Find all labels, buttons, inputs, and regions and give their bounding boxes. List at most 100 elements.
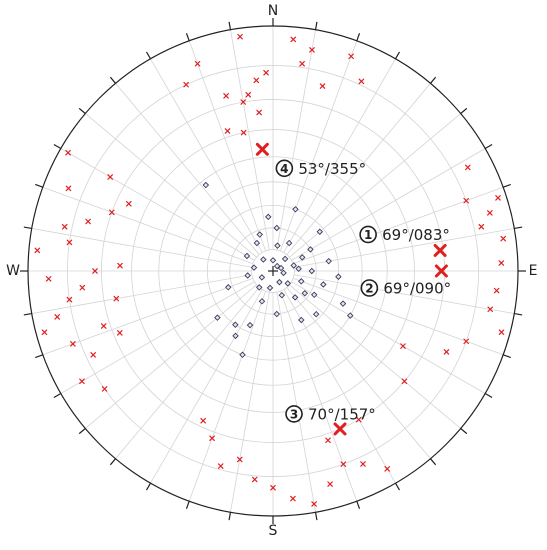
grid-line	[60, 148, 255, 261]
rim-tick	[503, 183, 511, 188]
pole-x	[487, 210, 493, 216]
pole-x	[101, 386, 108, 392]
pole-x	[400, 343, 406, 349]
plane-pole	[434, 264, 448, 278]
pole-x	[340, 461, 347, 467]
pole-x	[65, 149, 71, 156]
grid-line	[115, 83, 260, 255]
pole-diamond	[214, 314, 221, 321]
grid-line	[289, 113, 461, 258]
pole-x	[217, 463, 224, 469]
pole-x	[126, 200, 132, 207]
pole-x	[495, 195, 501, 201]
rim-tick	[460, 428, 468, 435]
pole-x	[117, 262, 123, 269]
pole-diamond	[255, 284, 263, 291]
grid-line	[31, 228, 252, 268]
pole-diamond	[280, 269, 287, 277]
grid-line	[42, 277, 253, 356]
pole-x	[183, 81, 189, 88]
rim-tick	[145, 51, 152, 60]
pole-diamond	[301, 290, 309, 297]
rim-tick	[484, 392, 493, 399]
grid-line	[279, 40, 358, 251]
pole-x	[41, 329, 48, 336]
grid-line	[276, 292, 316, 513]
rim-tick	[430, 458, 437, 466]
pole-diamond	[308, 267, 316, 275]
pole-x	[113, 295, 120, 302]
pole-x	[92, 268, 98, 274]
rim-tick	[394, 482, 401, 491]
plane-number: 2	[365, 282, 373, 296]
pole-x	[464, 164, 471, 171]
pole-x	[478, 223, 485, 230]
pole-x	[256, 109, 262, 116]
plane-pole	[433, 243, 447, 257]
pole-x	[245, 91, 252, 98]
pole-x	[107, 174, 113, 180]
rim-tick	[145, 482, 152, 491]
rim-tick	[460, 107, 468, 114]
pole-diamond	[284, 280, 292, 287]
rim-tick	[356, 501, 361, 509]
grid-line	[294, 274, 515, 314]
cardinal-label: S	[269, 523, 278, 539]
pole-x	[116, 330, 123, 336]
pole-diamond	[278, 291, 286, 299]
pole-x	[319, 83, 326, 89]
plane-label: 69°/083°	[382, 226, 450, 244]
pole-x	[290, 36, 297, 43]
rim-tick	[430, 76, 437, 84]
grid-line	[42, 186, 253, 265]
pole-x	[311, 501, 317, 507]
grid-line	[230, 29, 270, 250]
pole-diamond	[285, 239, 293, 247]
rim-tick	[78, 107, 86, 114]
grid-line	[283, 58, 396, 253]
pole-diamond	[292, 206, 299, 213]
pole-x	[66, 239, 73, 246]
pole-diamond	[266, 284, 274, 292]
plane-pole	[333, 422, 347, 436]
plane-number: 4	[280, 162, 288, 176]
pole-x	[463, 338, 469, 345]
grid-line	[188, 291, 267, 502]
rim-tick	[35, 183, 43, 188]
plane-label: 53°/355°	[298, 160, 366, 178]
plane-number-circle	[360, 279, 379, 297]
pole-x	[79, 284, 86, 291]
rim-tick	[484, 143, 493, 150]
pole-diamond	[250, 264, 258, 271]
rim-tick	[23, 312, 32, 316]
pole-diamond	[298, 254, 306, 261]
rim-tick	[109, 458, 116, 466]
pole-diamond	[273, 310, 281, 318]
grid-line	[291, 281, 486, 394]
rim-tick	[109, 76, 116, 84]
rim-tick	[356, 33, 361, 41]
rim-tick	[185, 501, 190, 509]
pole-x	[209, 435, 215, 442]
pole-x	[309, 47, 315, 53]
rim-tick	[53, 143, 62, 150]
plane-number: 1	[364, 228, 372, 242]
grid-line	[230, 292, 270, 513]
pole-diamond	[258, 298, 266, 305]
pole-x	[236, 456, 243, 463]
pole-diamond	[276, 278, 283, 286]
pole-diamond	[316, 228, 324, 235]
pole-diamond	[311, 291, 318, 299]
pole-diamond	[325, 257, 332, 265]
pole-x	[34, 247, 41, 254]
pole-x	[401, 378, 408, 385]
rim-tick	[503, 354, 511, 359]
pole-x	[299, 60, 305, 67]
grid-line	[188, 40, 267, 251]
grid-line	[115, 287, 260, 459]
grid-line	[293, 277, 504, 356]
pole-diamond	[225, 284, 232, 291]
pole-x	[54, 314, 61, 320]
pole-x	[108, 209, 115, 216]
pole-x	[100, 323, 107, 329]
